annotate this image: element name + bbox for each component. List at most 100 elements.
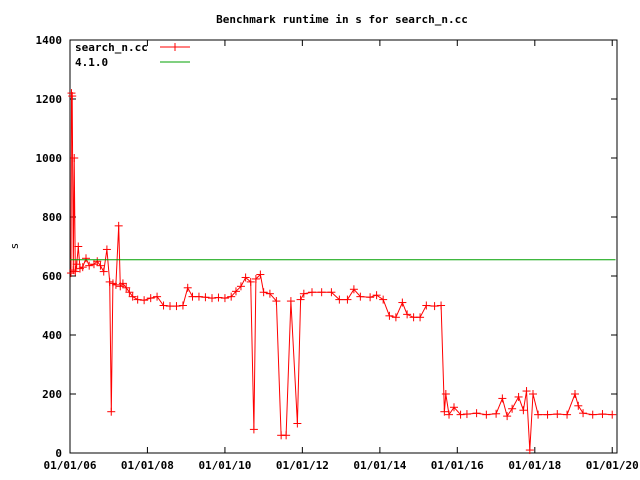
data-point bbox=[472, 409, 481, 418]
x-axis: 01/01/06 01/01/08 01/01/10 01/01/12 01/01/14… bbox=[44, 40, 639, 472]
data-point bbox=[462, 410, 471, 419]
data-point bbox=[356, 292, 365, 301]
data-point bbox=[335, 295, 344, 304]
data-point bbox=[194, 292, 203, 301]
series-line-0 bbox=[70, 92, 613, 451]
data-point bbox=[445, 410, 454, 419]
data-point bbox=[74, 242, 83, 251]
data-point bbox=[133, 295, 142, 304]
y-axis-label: s bbox=[8, 243, 21, 250]
data-point bbox=[251, 274, 260, 283]
data-point bbox=[498, 394, 507, 403]
data-point bbox=[308, 288, 317, 297]
data-point bbox=[492, 409, 501, 418]
data-point bbox=[441, 390, 450, 398]
data-point bbox=[118, 279, 127, 288]
data-point bbox=[522, 387, 531, 396]
data-point bbox=[598, 410, 607, 419]
x-tick-label: 01/01/06 bbox=[44, 459, 97, 472]
data-point bbox=[107, 407, 116, 416]
y-tick-label: 1000 bbox=[36, 152, 63, 165]
data-point bbox=[227, 292, 236, 301]
data-point bbox=[503, 412, 512, 421]
data-point bbox=[608, 410, 617, 419]
data-point bbox=[122, 283, 131, 292]
x-tick-label: 01/01/10 bbox=[198, 459, 251, 472]
legend: search_n.cc 4.1.0 bbox=[75, 41, 190, 69]
data-point bbox=[220, 294, 229, 303]
data-point bbox=[299, 289, 308, 298]
y-tick-label: 400 bbox=[42, 329, 62, 342]
data-point bbox=[128, 292, 137, 301]
data-point bbox=[125, 288, 134, 297]
data-point bbox=[482, 410, 491, 419]
data-point bbox=[343, 295, 352, 304]
data-point bbox=[249, 425, 258, 434]
data-point bbox=[102, 245, 111, 254]
y-axis: 0 200 400 600 800 1000 1200 1400 bbox=[36, 34, 617, 460]
data-point bbox=[508, 404, 517, 413]
data-point bbox=[422, 301, 431, 310]
data-point bbox=[246, 277, 255, 286]
chart-title: Benchmark runtime in s for search_n.cc bbox=[216, 13, 468, 26]
data-point bbox=[172, 302, 181, 311]
data-point bbox=[430, 302, 439, 311]
data-point bbox=[293, 419, 302, 428]
data-point bbox=[159, 301, 168, 310]
data-point bbox=[366, 293, 375, 302]
data-point bbox=[440, 407, 449, 416]
data-point bbox=[398, 298, 407, 307]
data-point bbox=[85, 261, 94, 270]
legend-marker-search bbox=[171, 43, 179, 51]
data-point bbox=[553, 410, 562, 419]
y-tick-label: 200 bbox=[42, 388, 62, 401]
x-tick-label: 01/01/18 bbox=[508, 459, 561, 472]
data-point bbox=[146, 294, 155, 303]
data-point bbox=[379, 295, 388, 304]
data-point bbox=[437, 301, 446, 310]
data-point bbox=[256, 270, 265, 279]
data-point bbox=[214, 293, 223, 302]
y-tick-label: 800 bbox=[42, 211, 62, 224]
data-point bbox=[571, 390, 580, 398]
x-tick-label: 01/01/14 bbox=[353, 459, 406, 472]
x-tick-label: 01/01/12 bbox=[276, 459, 329, 472]
data-point bbox=[231, 287, 240, 296]
data-point bbox=[96, 261, 105, 270]
data-point bbox=[183, 283, 192, 292]
data-point bbox=[71, 267, 80, 276]
data-point bbox=[140, 296, 149, 305]
x-tick-label: 01/01/20 bbox=[586, 459, 639, 472]
x-tick-label: 01/01/16 bbox=[431, 459, 484, 472]
data-point bbox=[282, 431, 291, 440]
data-point bbox=[70, 154, 79, 162]
data-point bbox=[372, 291, 381, 300]
data-point bbox=[153, 292, 162, 301]
data-point bbox=[534, 410, 543, 419]
data-point bbox=[265, 289, 274, 298]
data-point bbox=[529, 390, 538, 398]
x-tick-label: 01/01/08 bbox=[121, 459, 174, 472]
data-point bbox=[241, 273, 250, 282]
data-point bbox=[207, 294, 216, 303]
y-tick-label: 0 bbox=[55, 447, 62, 460]
data-point bbox=[588, 410, 597, 419]
data-point bbox=[385, 311, 394, 320]
data-point bbox=[72, 260, 81, 269]
y-tick-label: 1400 bbox=[36, 34, 63, 47]
data-point bbox=[579, 409, 588, 418]
data-point bbox=[450, 403, 459, 412]
data-point bbox=[99, 267, 108, 276]
legend-label-gcc: 4.1.0 bbox=[75, 56, 108, 69]
y-tick-label: 600 bbox=[42, 270, 62, 283]
data-point bbox=[201, 293, 210, 302]
data-point bbox=[349, 285, 358, 294]
data-point bbox=[327, 288, 336, 297]
data-point bbox=[93, 257, 102, 266]
data-point bbox=[111, 280, 120, 289]
data-point bbox=[68, 92, 77, 101]
data-point bbox=[114, 221, 123, 230]
y-tick-label: 1200 bbox=[36, 93, 63, 106]
data-point bbox=[286, 297, 295, 306]
